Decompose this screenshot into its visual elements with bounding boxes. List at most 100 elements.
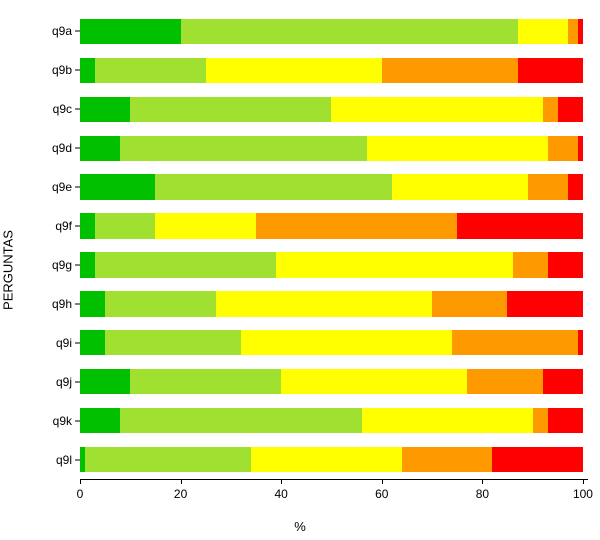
bar-segment (362, 408, 533, 433)
bar-segment (80, 97, 130, 122)
bar-row (80, 408, 588, 433)
x-tick-mark (382, 479, 383, 484)
bar-row (80, 174, 588, 199)
bar-segment (548, 136, 578, 161)
x-tick-mark (80, 479, 81, 484)
bar-segment (467, 369, 542, 394)
bar-segment (518, 19, 568, 44)
bar-segment (85, 447, 251, 472)
bar-segment (558, 97, 583, 122)
bar-segment (130, 97, 331, 122)
y-tick-mark (75, 459, 80, 460)
bar-row (80, 136, 588, 161)
bar-segment (507, 291, 582, 316)
bar-segment (256, 213, 457, 238)
bar-segment (80, 136, 120, 161)
bar-segment (402, 447, 493, 472)
bar-row (80, 447, 588, 472)
bar-segment (95, 213, 155, 238)
x-tick-mark (583, 479, 584, 484)
y-tick-mark (75, 264, 80, 265)
bar-segment (452, 330, 578, 355)
x-tick-mark (281, 479, 282, 484)
bar-row (80, 213, 588, 238)
bar-segment (513, 252, 548, 277)
bar-segment (533, 408, 548, 433)
bar-segment (155, 213, 256, 238)
bar-segment (457, 213, 583, 238)
bar-segment (80, 330, 105, 355)
bar-segment (518, 58, 583, 83)
bar-segment (578, 19, 583, 44)
bar-row (80, 58, 588, 83)
bar-segment (568, 174, 583, 199)
bar-segment (392, 174, 528, 199)
bar-segment (155, 174, 391, 199)
x-tick-label: 40 (275, 487, 288, 501)
x-tick-label: 100 (573, 487, 593, 501)
bar-segment (331, 97, 542, 122)
y-tick-mark (75, 303, 80, 304)
bar-segment (80, 252, 95, 277)
bar-segment (80, 58, 95, 83)
y-tick-mark (75, 31, 80, 32)
bar-segment (528, 174, 568, 199)
bar-segment (95, 58, 206, 83)
bar-segment (80, 213, 95, 238)
bar-segment (543, 97, 558, 122)
x-tick-mark (181, 479, 182, 484)
bar-row (80, 19, 588, 44)
bars-layer (80, 12, 588, 479)
bar-segment (216, 291, 432, 316)
bar-segment (276, 252, 512, 277)
bar-segment (367, 136, 548, 161)
y-tick-mark (75, 148, 80, 149)
bar-segment (80, 19, 181, 44)
bar-segment (548, 408, 583, 433)
bar-segment (120, 408, 361, 433)
bar-segment (543, 369, 583, 394)
y-tick-mark (75, 342, 80, 343)
x-axis-title: % (294, 519, 306, 534)
bar-segment (80, 408, 120, 433)
bar-segment (241, 330, 452, 355)
x-tick-label: 0 (77, 487, 84, 501)
bar-row (80, 369, 588, 394)
bar-segment (432, 291, 507, 316)
x-tick-label: 60 (375, 487, 388, 501)
y-tick-mark (75, 70, 80, 71)
y-tick-mark (75, 187, 80, 188)
bar-segment (120, 136, 366, 161)
bar-segment (492, 447, 583, 472)
y-axis-title: PERGUNTAS (1, 230, 16, 310)
bar-segment (95, 252, 276, 277)
bar-segment (578, 330, 583, 355)
bar-segment (105, 291, 216, 316)
stacked-bar-chart: PERGUNTAS % q9aq9bq9cq9dq9eq9fq9gq9hq9iq… (0, 0, 600, 540)
bar-segment (80, 174, 155, 199)
bar-segment (251, 447, 402, 472)
bar-segment (80, 291, 105, 316)
bar-row (80, 330, 588, 355)
bar-segment (181, 19, 518, 44)
bar-row (80, 291, 588, 316)
bar-segment (206, 58, 382, 83)
y-tick-mark (75, 381, 80, 382)
bar-segment (105, 330, 241, 355)
bar-segment (548, 252, 583, 277)
plot-area: q9aq9bq9cq9dq9eq9fq9gq9hq9iq9jq9kq9l0204… (80, 12, 588, 480)
bar-segment (130, 369, 281, 394)
y-tick-mark (75, 226, 80, 227)
y-tick-mark (75, 109, 80, 110)
bar-segment (80, 369, 130, 394)
bar-row (80, 252, 588, 277)
bar-segment (568, 19, 578, 44)
x-tick-label: 80 (476, 487, 489, 501)
bar-segment (382, 58, 518, 83)
y-tick-mark (75, 420, 80, 421)
bar-row (80, 97, 588, 122)
bar-segment (578, 136, 583, 161)
x-tick-mark (482, 479, 483, 484)
x-tick-label: 20 (174, 487, 187, 501)
bar-segment (281, 369, 467, 394)
